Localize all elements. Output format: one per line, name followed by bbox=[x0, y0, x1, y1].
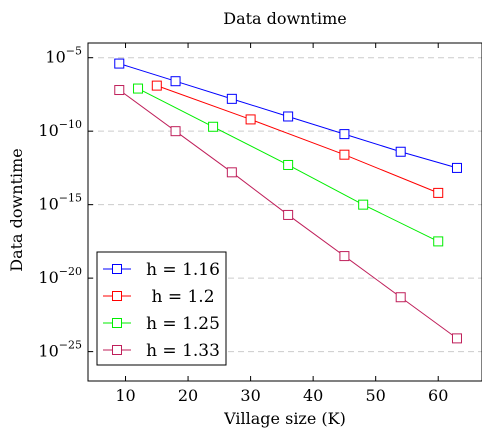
x-tick-label: 50 bbox=[366, 386, 386, 405]
legend-marker bbox=[112, 318, 122, 328]
data-point bbox=[170, 76, 181, 87]
y-axis-label: Data downtime bbox=[7, 148, 26, 271]
y-tick-label: 10−15 bbox=[38, 192, 82, 214]
legend-marker bbox=[112, 264, 122, 274]
data-point bbox=[283, 159, 294, 170]
data-point bbox=[395, 292, 406, 303]
legend: h = 1.16 h = 1.2 h = 1.25 h = 1.33 bbox=[96, 251, 227, 366]
x-tick-label: 40 bbox=[303, 386, 323, 405]
chart-title: Data downtime bbox=[223, 9, 346, 28]
y-tick-label: 10−5 bbox=[45, 45, 82, 67]
series bbox=[114, 85, 462, 344]
x-axis-label: Village size (K) bbox=[223, 409, 346, 428]
legend-label: h = 1.25 bbox=[146, 314, 220, 334]
data-point bbox=[208, 121, 219, 132]
x-tick-label: 10 bbox=[115, 386, 135, 405]
data-point bbox=[395, 146, 406, 157]
legend-label: h = 1.2 bbox=[151, 287, 214, 307]
data-point bbox=[339, 251, 350, 262]
data-point bbox=[133, 83, 144, 94]
data-point bbox=[339, 149, 350, 160]
data-point bbox=[170, 126, 181, 137]
series-layer bbox=[114, 58, 462, 344]
x-tick-label: 20 bbox=[178, 386, 198, 405]
data-point bbox=[451, 162, 462, 173]
legend-entry: h = 1.16 bbox=[103, 260, 220, 280]
series bbox=[114, 58, 462, 173]
series-line bbox=[156, 85, 439, 194]
data-point bbox=[114, 85, 125, 96]
legend-entry: h = 1.33 bbox=[103, 341, 220, 361]
data-point bbox=[451, 333, 462, 344]
x-tick-label: 60 bbox=[428, 386, 448, 405]
data-point bbox=[283, 209, 294, 220]
data-point bbox=[226, 93, 237, 104]
y-tick-label: 10−10 bbox=[38, 118, 82, 140]
legend-marker bbox=[112, 345, 122, 355]
legend-label: h = 1.16 bbox=[146, 260, 220, 280]
data-point bbox=[358, 199, 369, 210]
legend-label: h = 1.33 bbox=[146, 341, 220, 361]
legend-marker bbox=[112, 291, 122, 301]
data-point bbox=[433, 236, 444, 247]
data-point bbox=[433, 187, 444, 198]
data-point bbox=[245, 114, 256, 125]
y-tick-label: 10−25 bbox=[38, 339, 82, 361]
data-point bbox=[339, 129, 350, 140]
series bbox=[151, 80, 444, 198]
data-point bbox=[283, 111, 294, 122]
legend-entry: h = 1.25 bbox=[103, 314, 220, 334]
series bbox=[133, 83, 444, 247]
data-point bbox=[226, 167, 237, 178]
data-point bbox=[114, 58, 125, 69]
data-point bbox=[151, 80, 162, 91]
plot-frame bbox=[87, 42, 482, 382]
x-tick-label: 30 bbox=[240, 386, 260, 405]
legend-entry: h = 1.2 bbox=[103, 287, 215, 307]
y-tick-label: 10−20 bbox=[38, 265, 82, 287]
